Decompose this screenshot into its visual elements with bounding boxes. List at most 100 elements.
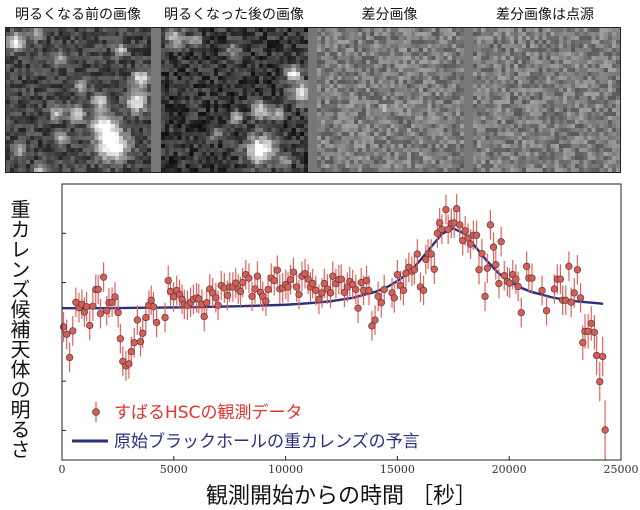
data-point (200, 312, 208, 321)
data-point (368, 322, 376, 330)
data-point (86, 321, 94, 330)
x-tick-label: 10000 (268, 463, 303, 476)
image-before (6, 28, 151, 172)
data-point (596, 377, 604, 386)
image-after (161, 28, 308, 172)
plot-frame (61, 183, 622, 461)
data-point (264, 285, 272, 294)
data-point (565, 262, 573, 270)
data-point (514, 282, 522, 291)
data-point (517, 308, 525, 317)
data-point (601, 426, 609, 434)
data-point (139, 329, 147, 337)
data-point (371, 316, 379, 324)
data-point (329, 272, 337, 280)
data-point (453, 204, 461, 213)
data-point (512, 275, 520, 283)
data-point (461, 227, 469, 235)
data-point (584, 327, 592, 336)
data-point (365, 286, 373, 295)
data-point (169, 293, 178, 301)
x-tick-label: 5000 (160, 463, 188, 476)
data-point (295, 290, 303, 299)
data-point (312, 286, 320, 295)
x-tick-label: 15000 (380, 463, 415, 476)
data-point (354, 304, 362, 312)
data-point (444, 225, 452, 233)
panel-label-point-source: 差分画像は点源 (496, 7, 594, 23)
panel-label-before: 明るくなる前の画像 (15, 7, 141, 23)
data-point (111, 293, 119, 301)
data-point (599, 352, 607, 361)
data-point (273, 266, 281, 274)
data-point (592, 351, 601, 360)
data-point (149, 303, 158, 311)
data-point (284, 283, 292, 291)
data-point (82, 303, 91, 311)
data-point (497, 238, 505, 246)
data-point (292, 283, 301, 291)
data-point (223, 291, 232, 300)
data-point (99, 273, 108, 281)
data-point (59, 323, 68, 331)
data-point (438, 225, 446, 233)
data-point (253, 272, 262, 280)
data-point (377, 299, 385, 307)
x-tick-label: 25000 (604, 463, 639, 476)
data-point (542, 307, 551, 315)
data-point (489, 243, 498, 251)
data-point (567, 298, 575, 306)
panel-label-difference: 差分画像 (361, 7, 418, 23)
data-point (590, 328, 599, 337)
data-point (570, 289, 578, 297)
data-point (481, 292, 489, 301)
data-point (195, 295, 203, 303)
data-point (116, 335, 125, 343)
data-point (427, 250, 435, 258)
data-point (390, 294, 398, 302)
data-point (495, 279, 503, 288)
data-point (103, 307, 111, 315)
y-axis-label: 重カレンズ候補天体の明るさ (7, 199, 31, 459)
data-point (413, 250, 421, 258)
data-point (309, 279, 317, 288)
data-point (164, 276, 172, 285)
data-point (239, 278, 247, 287)
x-axis-label: 観測開始からの時間 ［秒］ (206, 484, 477, 509)
data-point (69, 327, 77, 335)
data-point (320, 279, 328, 288)
data-point (251, 285, 259, 293)
data-point (147, 296, 155, 304)
data-point (63, 330, 71, 338)
data-point (94, 285, 102, 294)
data-point (538, 286, 546, 295)
data-point (245, 274, 253, 282)
data-point (352, 285, 360, 294)
data-point (436, 219, 444, 227)
data-point (214, 301, 222, 309)
data-point (315, 295, 323, 303)
data-point (442, 205, 450, 214)
data-point (483, 264, 491, 272)
data-point (125, 360, 133, 368)
data-point (136, 338, 145, 346)
data-point (522, 262, 531, 270)
data-point (362, 276, 371, 285)
data-point (203, 299, 211, 307)
data-point (466, 240, 475, 248)
data-point (576, 294, 585, 302)
data-point (492, 261, 500, 269)
data-point (528, 274, 536, 282)
data-point (393, 271, 402, 279)
data-point (248, 292, 256, 301)
data-point (270, 276, 278, 285)
data-point (380, 285, 388, 294)
data-point (326, 289, 335, 297)
data-point (399, 286, 408, 295)
data-point (304, 275, 312, 283)
data-point (430, 265, 438, 273)
image-strip (5, 27, 621, 173)
image-point-source (473, 28, 620, 172)
data-point (142, 313, 150, 322)
